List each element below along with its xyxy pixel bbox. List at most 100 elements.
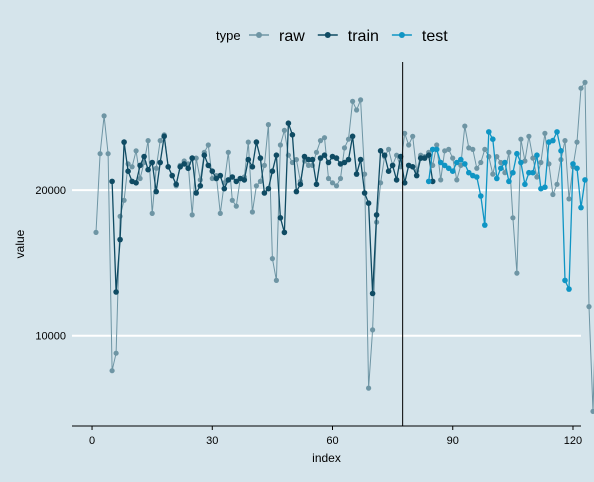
point-test-99 (486, 129, 492, 135)
point-raw-123 (582, 79, 588, 85)
point-raw-67 (358, 97, 364, 103)
point-train-17 (157, 159, 163, 166)
legend-key-point-test (398, 32, 405, 38)
legend-item-raw: raw (249, 28, 305, 45)
point-raw-36 (233, 203, 239, 209)
point-train-82 (417, 155, 424, 161)
y-tick-label-0: 10000 (35, 331, 66, 343)
point-train-42 (257, 155, 264, 161)
point-train-63 (341, 159, 348, 166)
point-raw-40 (249, 209, 255, 215)
point-raw-116 (554, 181, 560, 187)
point-train-28 (201, 152, 208, 158)
point-test-98 (482, 222, 488, 228)
point-train-13 (141, 153, 147, 160)
point-raw-46 (273, 277, 279, 283)
point-raw-62 (337, 175, 344, 182)
point-train-32 (217, 172, 224, 179)
point-test-96 (474, 174, 480, 180)
point-test-101 (494, 175, 500, 182)
point-test-105 (510, 169, 516, 176)
point-train-46 (273, 152, 280, 158)
point-train-74 (385, 168, 392, 174)
gridlines (72, 189, 581, 337)
point-raw-26 (193, 155, 199, 161)
point-test-85 (429, 146, 436, 153)
point-train-18 (161, 133, 167, 140)
point-test-97 (478, 193, 484, 199)
point-raw-45 (269, 256, 275, 262)
point-raw-95 (470, 146, 476, 152)
point-train-78 (401, 180, 408, 186)
point-test-104 (506, 178, 512, 185)
point-train-73 (381, 152, 388, 158)
point-train-22 (177, 164, 183, 170)
legend-label-raw: raw (279, 28, 305, 45)
point-test-108 (522, 181, 528, 188)
legend-item-train: train (317, 28, 379, 45)
point-train-26 (193, 190, 199, 196)
point-train-72 (377, 148, 384, 154)
point-test-107 (518, 159, 524, 166)
point-train-59 (325, 159, 332, 166)
point-train-41 (253, 139, 260, 145)
point-raw-98 (482, 146, 488, 152)
point-raw-4 (105, 151, 111, 157)
y-axis: 10000 20000 value (13, 185, 66, 343)
point-train-29 (205, 162, 212, 169)
point-train-39 (245, 156, 252, 163)
y-tick-label-1: 20000 (35, 185, 66, 197)
point-raw-104 (506, 149, 512, 155)
legend-label-train: train (348, 28, 379, 45)
point-raw-25 (189, 212, 195, 218)
point-train-5 (109, 178, 115, 185)
point-raw-58 (321, 135, 328, 141)
point-raw-34 (225, 149, 231, 155)
point-train-67 (357, 156, 364, 163)
point-test-102 (498, 165, 504, 172)
point-test-91 (454, 159, 460, 166)
x-tick-label-30: 30 (206, 435, 218, 447)
point-raw-8 (121, 197, 127, 203)
point-raw-48 (281, 127, 287, 133)
point-test-88 (441, 162, 448, 169)
point-train-35 (229, 174, 236, 180)
point-train-40 (249, 164, 256, 170)
point-test-123 (582, 177, 588, 183)
point-train-85 (429, 178, 436, 185)
point-raw-16 (153, 165, 159, 171)
point-train-15 (149, 159, 155, 166)
point-train-11 (133, 180, 139, 186)
point-raw-68 (362, 171, 368, 177)
point-test-87 (437, 159, 444, 166)
series-line-raw (95, 80, 594, 412)
point-raw-80 (410, 133, 416, 139)
point-train-54 (305, 156, 312, 163)
point-raw-69 (366, 385, 372, 391)
point-raw-2 (97, 151, 103, 157)
point-raw-112 (538, 159, 544, 166)
point-raw-87 (438, 177, 444, 183)
x-axis: 0 30 60 90 120 index (72, 425, 582, 465)
point-train-52 (297, 181, 304, 188)
point-raw-74 (386, 146, 392, 152)
point-train-44 (265, 185, 272, 192)
point-raw-115 (550, 191, 556, 198)
point-raw-100 (490, 171, 496, 177)
point-train-27 (197, 183, 204, 189)
point-train-65 (349, 133, 356, 140)
point-raw-91 (454, 177, 460, 183)
point-train-36 (233, 178, 240, 185)
point-train-81 (413, 172, 420, 179)
point-train-51 (293, 188, 300, 195)
point-train-6 (113, 289, 119, 295)
point-train-75 (389, 162, 396, 169)
point-raw-102 (498, 159, 504, 166)
point-raw-90 (450, 155, 456, 161)
point-raw-99 (486, 154, 492, 160)
point-test-111 (534, 152, 540, 158)
point-raw-118 (562, 138, 568, 144)
point-raw-44 (265, 122, 271, 128)
point-raw-94 (466, 145, 472, 151)
